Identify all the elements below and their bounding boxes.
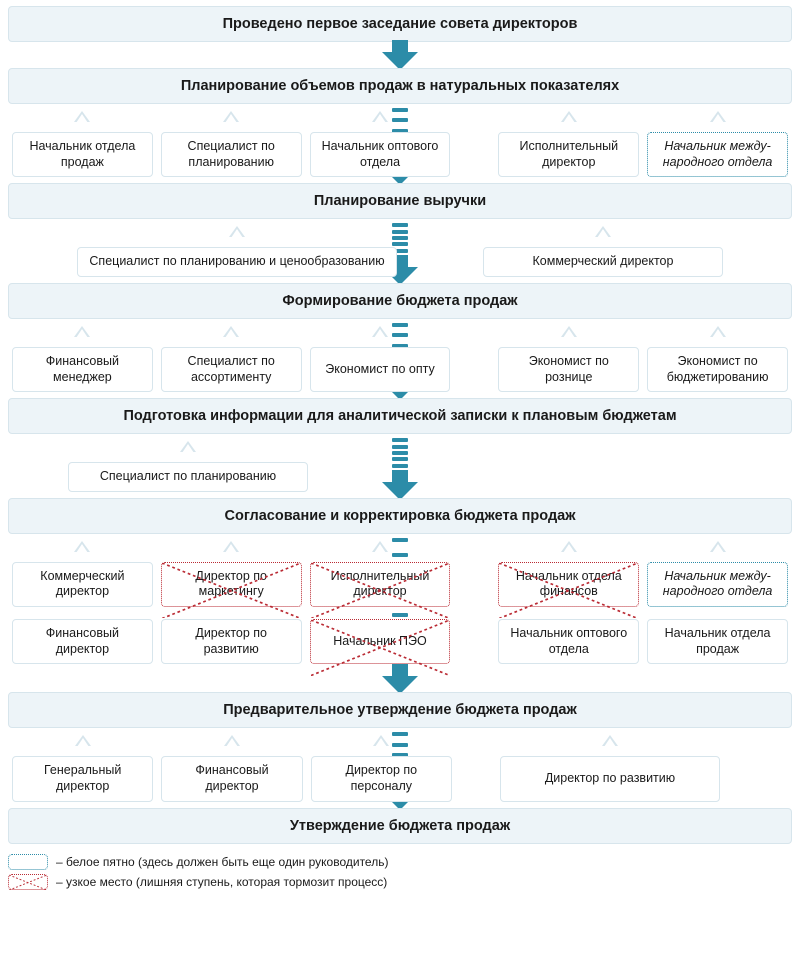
stage-4: Формирование бюджета продаж — [8, 283, 792, 319]
role-box: Директор по развитию — [500, 756, 720, 801]
role-box-bottleneck: Начальник от­дела финансов — [498, 562, 639, 607]
stage-2: Планирование объемов продаж в натуральны… — [8, 68, 792, 104]
role-box: Исполнитель­ный директор — [498, 132, 639, 177]
role-box-label: Директор по маркетингу — [168, 569, 295, 600]
stage-6: Согласование и корректировка бюджета про… — [8, 498, 792, 534]
role-box: Специалист по планированию — [161, 132, 302, 177]
role-box: Экономист по опту — [310, 347, 451, 392]
role-box: Директор по развитию — [161, 619, 302, 664]
role-box: Специалист по ассортименту — [161, 347, 302, 392]
center-gap — [458, 132, 490, 177]
role-box: Финансовый директор — [161, 756, 302, 801]
segment-5: Специалист по планированию — [8, 434, 792, 498]
cross-icon — [9, 875, 47, 890]
legend-swatch-whitespot — [8, 854, 48, 870]
legend-row-blue: – белое пятно (здесь должен быть еще оди… — [8, 854, 792, 870]
role-box: Начальник отдела продаж — [12, 132, 153, 177]
down-arrow-icon — [382, 40, 418, 70]
center-gap — [458, 562, 490, 607]
role-box-bottleneck: Директор по маркетингу — [161, 562, 302, 607]
role-box-bottleneck: Начальник ПЭО — [310, 619, 451, 664]
segment-7: Генеральный директор Финансовый директор… — [8, 728, 792, 807]
stage-6-subs-row1: Коммерческий директор Директор по маркет… — [8, 534, 792, 613]
stage-3: Планирование выручки — [8, 183, 792, 219]
role-box: Специалист по планированию — [68, 462, 308, 492]
role-box-whitespot: Начальник между­народного отдела — [647, 562, 788, 607]
role-box: Коммерческий директор — [12, 562, 153, 607]
stage-6-subs-row2: Финансовый директор Директор по развитию… — [8, 613, 792, 692]
stage-5: Подготовка информации для аналитической … — [8, 398, 792, 434]
legend-label: – узкое место (лишняя ступень, которая т… — [56, 875, 387, 889]
role-box: Специалист по планированию и ценообразов… — [77, 247, 397, 277]
role-box-label: Начальник ПЭО — [333, 634, 427, 650]
stage-1: Проведено первое заседание совета директ… — [8, 6, 792, 42]
role-box: Генеральный директор — [12, 756, 153, 801]
role-box-whitespot: Начальник между­народного отдела — [647, 132, 788, 177]
role-box: Финансовый директор — [12, 619, 153, 664]
stage-7-subs: Генеральный директор Финансовый директор… — [8, 728, 792, 807]
legend-label: – белое пятно (здесь должен быть еще оди… — [56, 855, 388, 869]
role-box: Начальник отдела продаж — [647, 619, 788, 664]
segment-6: Коммерческий директор Директор по маркет… — [8, 534, 792, 693]
role-box-label: Начальник от­дела финансов — [505, 569, 632, 600]
stage-8: Утверждение бюджета продаж — [8, 808, 792, 844]
flowchart-root: Проведено первое заседание совета директ… — [0, 0, 800, 898]
stage-3-subs: Специалист по планированию и ценообразов… — [8, 219, 792, 283]
segment-2: Начальник отдела продаж Специалист по пл… — [8, 104, 792, 183]
filler — [728, 756, 788, 801]
legend-swatch-bottleneck — [8, 874, 48, 890]
role-box: Коммерческий директор — [483, 247, 723, 277]
stage-2-subs: Начальник отдела продаж Специалист по пл… — [8, 104, 792, 183]
segment-3: Специалист по планированию и ценообразов… — [8, 219, 792, 283]
role-box: Финансовый менеджер — [12, 347, 153, 392]
arrow-1 — [8, 42, 792, 68]
center-gap — [458, 347, 490, 392]
center-gap — [460, 756, 492, 801]
legend: – белое пятно (здесь должен быть еще оди… — [8, 854, 792, 890]
role-box-label: Исполнитель­ный директор — [317, 569, 444, 600]
role-box-bottleneck: Исполнитель­ный директор — [310, 562, 451, 607]
stage-7: Предварительное утверждение бюджета прод… — [8, 692, 792, 728]
role-box: Начальник опто­вого отдела — [498, 619, 639, 664]
role-box: Экономист по рознице — [498, 347, 639, 392]
role-box: Директор по персоналу — [311, 756, 452, 801]
center-gap — [458, 619, 490, 664]
legend-row-red: – узкое место (лишняя ступень, которая т… — [8, 874, 792, 890]
stage-4-subs: Финансовый менеджер Специалист по ассорт… — [8, 319, 792, 398]
center-gap — [405, 247, 475, 277]
role-box: Начальник оптового отдела — [310, 132, 451, 177]
segment-4: Финансовый менеджер Специалист по ассорт… — [8, 319, 792, 398]
stage-5-subs: Специалист по планированию — [8, 434, 792, 498]
role-box: Экономист по бюджетированию — [647, 347, 788, 392]
